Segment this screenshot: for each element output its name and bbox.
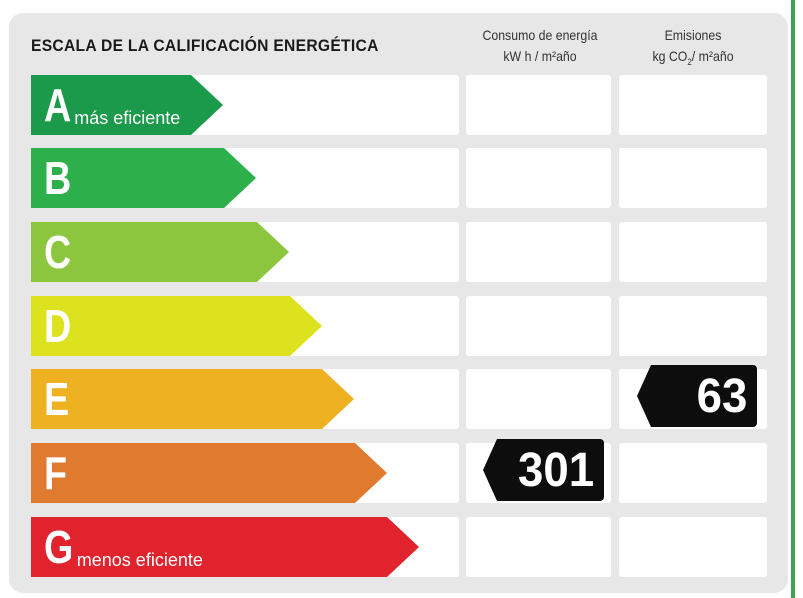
rating-letter: D	[44, 300, 72, 352]
rating-arrow-f: F	[31, 443, 387, 503]
scale-title: ESCALA DE LA CALIFICACIÓN ENERGÉTICA	[31, 36, 379, 55]
rating-caption: más eficiente	[74, 108, 181, 128]
rating-letter: A	[44, 79, 72, 131]
emisiones-value-tag: 63	[637, 365, 757, 427]
right-edge-line	[791, 0, 795, 598]
emisiones-cell	[619, 296, 767, 356]
consumo-cell	[466, 222, 611, 282]
consumo-cell	[466, 75, 611, 135]
emisiones-cell	[619, 517, 767, 577]
consumo-value-tag: 301	[483, 439, 604, 501]
rating-letter: C	[44, 226, 72, 278]
rating-arrow-c: C	[31, 222, 289, 282]
consumo-header-line1: Consumo de energía	[482, 27, 598, 43]
rating-letter: F	[44, 447, 68, 499]
rating-letter: E	[44, 373, 70, 425]
rating-arrow-e: E	[31, 369, 354, 429]
rating-caption: menos eficiente	[76, 550, 203, 570]
emisiones-value: 63	[696, 369, 747, 423]
rating-arrow-b: B	[31, 148, 256, 208]
emisiones-cell	[619, 443, 767, 503]
consumo-cell	[466, 148, 611, 208]
consumo-cell	[466, 369, 611, 429]
rating-letter: G	[44, 521, 74, 573]
consumo-header-line2: kW h / m²año	[503, 48, 577, 64]
consumo-column-header: Consumo de energía kW h / m²año	[465, 25, 615, 67]
emisiones-cell	[619, 148, 767, 208]
consumo-value: 301	[517, 443, 594, 497]
emisiones-column-header: Emisiones kg CO2/ m²año	[618, 25, 768, 73]
emisiones-header-line2: kg CO2/ m²año	[652, 48, 734, 67]
emisiones-header-line1: Emisiones	[664, 27, 722, 43]
consumo-cell	[466, 517, 611, 577]
rating-arrow-d: D	[31, 296, 322, 356]
rating-letter: B	[44, 152, 72, 204]
consumo-cell	[466, 296, 611, 356]
emisiones-cell	[619, 75, 767, 135]
emisiones-cell	[619, 222, 767, 282]
